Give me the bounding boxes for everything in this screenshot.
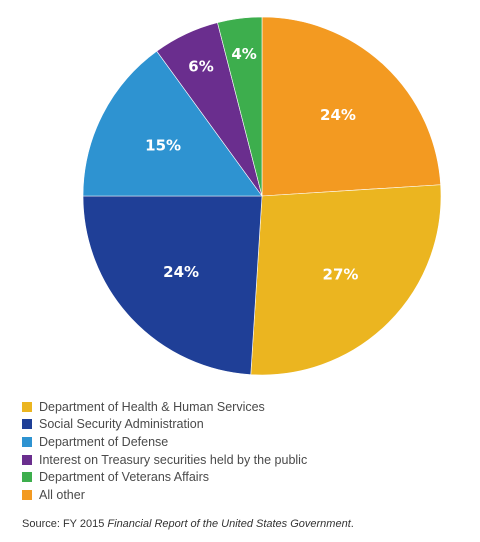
legend-label: Social Security Administration [39,417,204,432]
source-prefix: Source: FY 2015 [22,518,108,530]
pie-slice-all-other [261,16,441,197]
source-suffix: . [350,518,354,530]
pie-chart: 24% 27% 24% 15% 6% 4% [82,16,442,376]
legend-label: Interest on Treasury securities held by … [39,452,308,467]
pie-slice-value-label: 27% [323,265,359,283]
legend-item-social-security-administration: Social Security Administration [22,416,307,434]
pie-slice-value-label: 15% [145,137,181,155]
pie-slice-value-label: 24% [320,106,356,124]
legend-item-department-of-defense: Department of Defense [22,433,307,451]
legend-swatch [22,489,32,500]
legend-swatch [22,419,32,430]
source-report-title: Financial Report of the United States Go… [107,518,351,530]
legend-swatch [22,454,32,465]
legend-swatch [22,436,32,447]
legend-item-department-of-health-and-human-services: Department of Health & Human Services [22,398,307,416]
legend-item-department-of-veterans-affairs: Department of Veterans Affairs [22,468,307,486]
pie-slice-department-of-health-and-human-services [250,184,442,376]
legend-label: Department of Veterans Affairs [39,470,210,485]
pie-slice-value-label: 6% [188,57,213,75]
legend-item-interest-on-treasury-securities-held-by-the-public: Interest on Treasury securities held by … [22,451,307,469]
pie-slice-social-security-administration [82,195,263,375]
legend: Department of Health & Human Services Soc… [22,398,307,504]
pie-slice-value-label: 4% [231,45,256,63]
pie-slice-department-of-veterans-affairs [217,16,263,197]
pie-slice-department-of-defense [82,50,263,197]
pie-chart-svg: 24% 27% 24% 15% 6% 4% [82,16,442,376]
legend-label: Department of Defense [39,434,169,449]
legend-label: All other [39,487,85,502]
legend-swatch [22,401,32,412]
source-note: Source: FY 2015 Financial Report of the … [22,518,354,530]
legend-item-all-other: All other [22,486,307,504]
legend-label: Department of Health & Human Services [39,399,265,414]
legend-swatch [22,472,32,483]
pie-slice-value-label: 24% [163,263,199,281]
